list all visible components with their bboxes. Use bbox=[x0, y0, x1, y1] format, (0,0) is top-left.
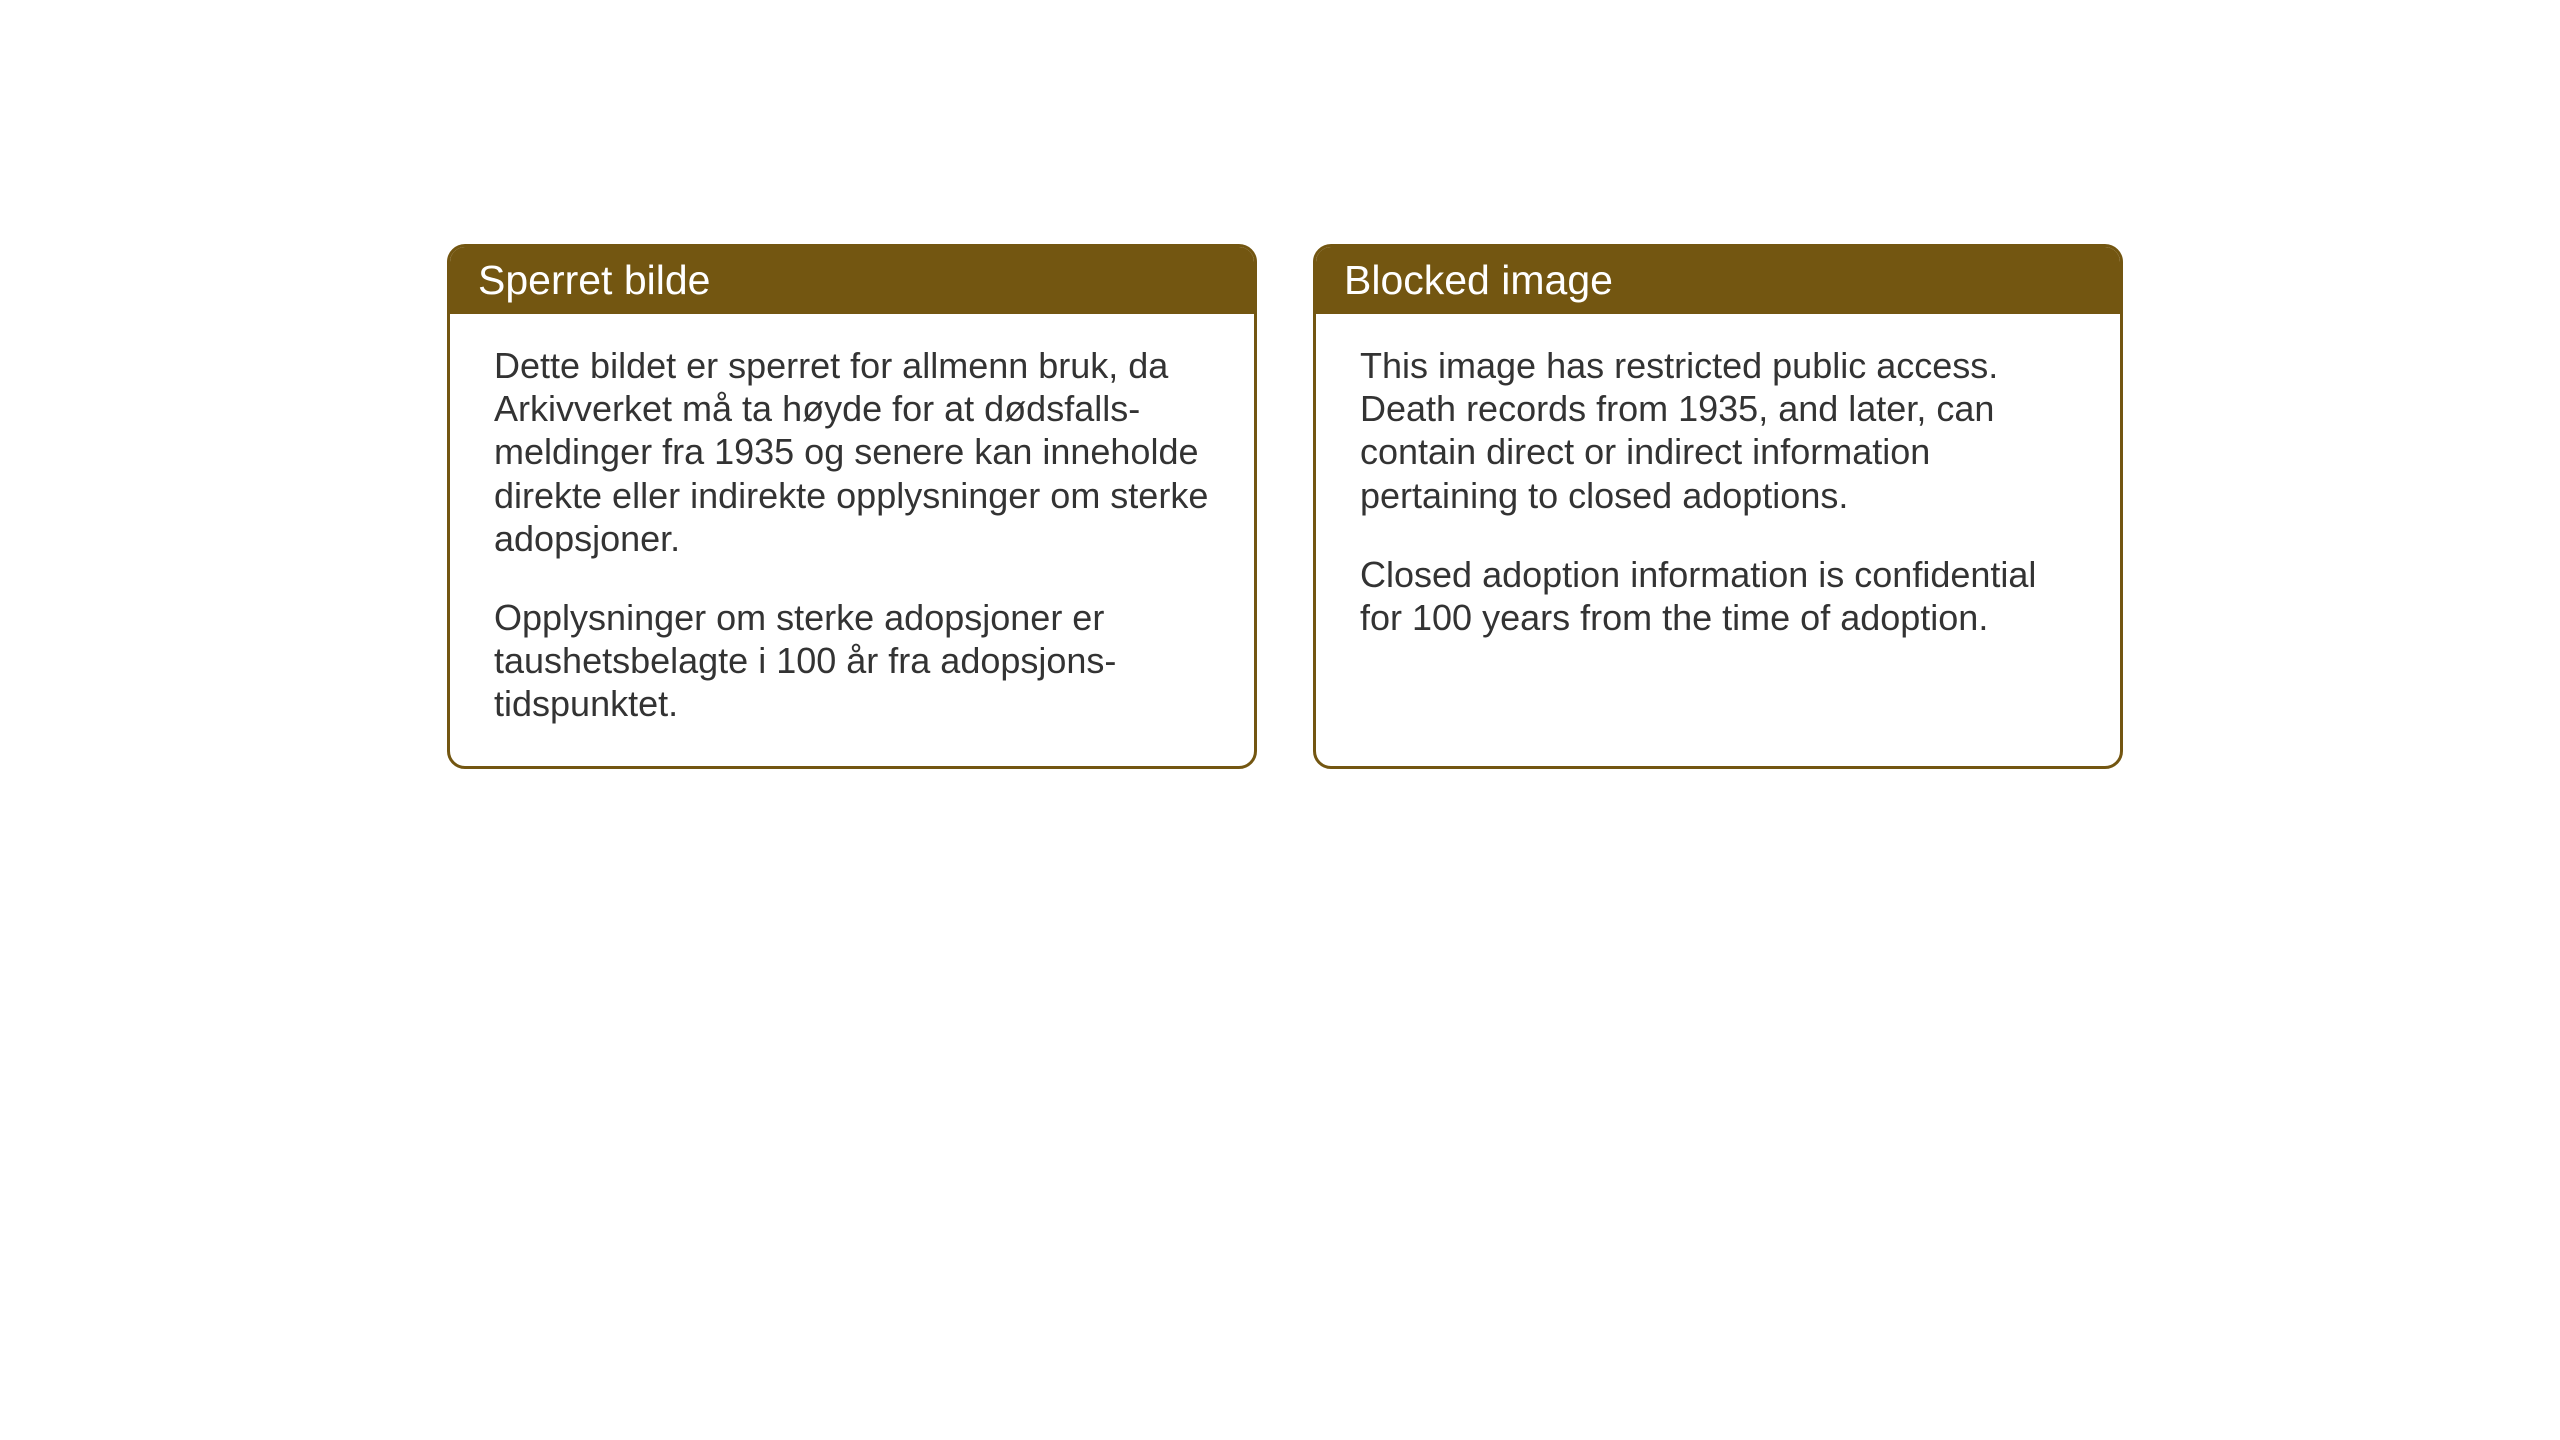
english-paragraph-2: Closed adoption information is confident… bbox=[1360, 553, 2076, 639]
norwegian-paragraph-2: Opplysninger om sterke adopsjoner er tau… bbox=[494, 596, 1210, 726]
english-card-body: This image has restricted public access.… bbox=[1316, 314, 2120, 748]
norwegian-card-body: Dette bildet er sperret for allmenn bruk… bbox=[450, 314, 1254, 766]
notice-cards-container: Sperret bilde Dette bildet er sperret fo… bbox=[447, 244, 2123, 769]
norwegian-card-header: Sperret bilde bbox=[450, 247, 1254, 314]
norwegian-notice-card: Sperret bilde Dette bildet er sperret fo… bbox=[447, 244, 1257, 769]
english-notice-card: Blocked image This image has restricted … bbox=[1313, 244, 2123, 769]
english-card-title: Blocked image bbox=[1344, 257, 2092, 304]
norwegian-paragraph-1: Dette bildet er sperret for allmenn bruk… bbox=[494, 344, 1210, 560]
english-paragraph-1: This image has restricted public access.… bbox=[1360, 344, 2076, 517]
norwegian-card-title: Sperret bilde bbox=[478, 257, 1226, 304]
english-card-header: Blocked image bbox=[1316, 247, 2120, 314]
